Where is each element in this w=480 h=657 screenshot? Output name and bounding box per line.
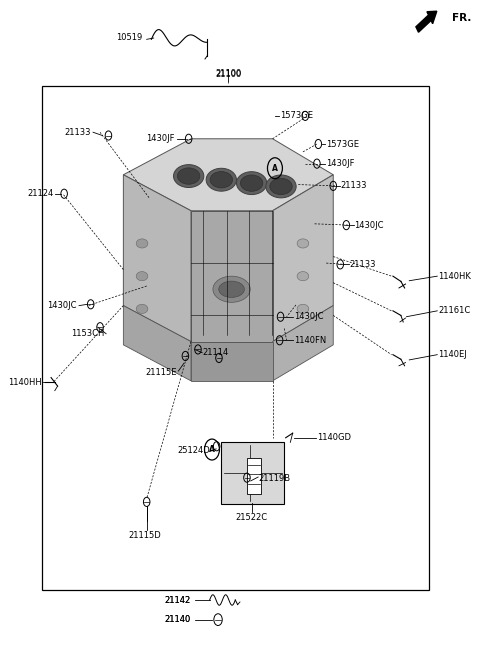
Text: 21133: 21133 [349,260,376,269]
Text: 21140: 21140 [165,615,191,624]
Ellipse shape [219,281,244,298]
Ellipse shape [136,239,148,248]
Text: 21142: 21142 [165,595,191,604]
Ellipse shape [297,239,309,248]
Text: 21115D: 21115D [128,532,161,540]
Text: 1430JF: 1430JF [326,159,355,168]
Ellipse shape [240,175,263,191]
Text: 1430JF: 1430JF [146,134,175,143]
Text: 1430JC: 1430JC [354,221,384,230]
Text: 1140HK: 1140HK [438,271,471,281]
Ellipse shape [210,171,232,188]
Text: 1153CH: 1153CH [72,329,105,338]
Ellipse shape [206,168,237,191]
Ellipse shape [266,175,296,198]
Text: 21142: 21142 [165,595,191,604]
Bar [42,87,429,590]
Ellipse shape [178,168,200,184]
Bar [247,458,261,494]
Polygon shape [273,175,333,342]
Ellipse shape [297,271,309,281]
Text: 21115E: 21115E [145,369,177,378]
Polygon shape [123,139,333,211]
Polygon shape [273,306,333,381]
Ellipse shape [173,165,204,187]
Text: 1140EJ: 1140EJ [438,350,467,359]
Polygon shape [191,342,273,381]
Text: 1573GE: 1573GE [280,112,312,120]
Text: 1140HH: 1140HH [8,378,42,387]
Text: 1430JC: 1430JC [294,312,323,321]
FancyArrow shape [416,11,437,32]
Text: 21119B: 21119B [259,474,291,484]
Text: 21161C: 21161C [438,306,470,315]
Text: FR.: FR. [452,12,471,23]
Text: 21100: 21100 [215,69,241,78]
Ellipse shape [237,171,267,194]
Polygon shape [123,306,191,381]
Text: 1140GD: 1140GD [317,433,351,442]
Text: 21133: 21133 [340,181,367,191]
Text: 25124D: 25124D [177,446,210,455]
Ellipse shape [136,304,148,313]
Text: 1573GE: 1573GE [326,139,359,148]
Text: A: A [272,164,278,173]
Ellipse shape [213,276,250,302]
Text: 21100: 21100 [215,70,241,79]
Text: 21133: 21133 [64,127,91,137]
Text: 21114: 21114 [203,348,229,357]
Text: 21140: 21140 [165,615,191,624]
Text: A: A [209,445,215,454]
Text: 1430JC: 1430JC [47,301,77,310]
Ellipse shape [297,304,309,313]
Text: 1140FN: 1140FN [294,336,326,345]
Ellipse shape [270,178,292,194]
Polygon shape [123,175,191,342]
Text: 21124: 21124 [27,189,53,198]
Text: 21522C: 21522C [236,513,268,522]
Bar [221,442,284,504]
Polygon shape [191,211,273,342]
Ellipse shape [136,271,148,281]
Text: 10519: 10519 [116,33,142,42]
